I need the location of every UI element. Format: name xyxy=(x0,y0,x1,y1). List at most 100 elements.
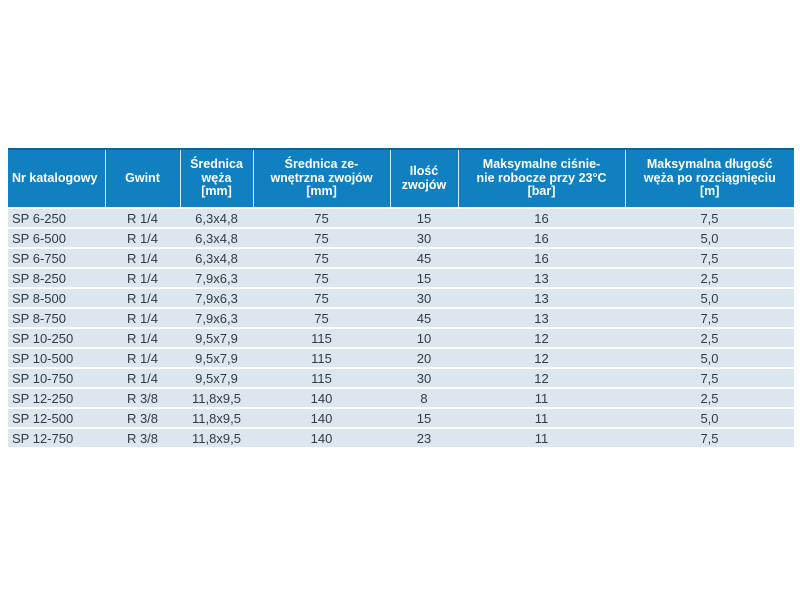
cell-nr-katalogowy: SP 12-500 xyxy=(8,407,105,428)
cell-maksymalne-cisnienie: 12 xyxy=(458,367,625,388)
column-header-srednica-weza: Średnica węża [mm] xyxy=(179,148,253,208)
cell-gwint: R 1/4 xyxy=(105,247,180,268)
cell-gwint: R 3/8 xyxy=(105,407,180,428)
cell-maksymalna-dlugosc: 2,5 xyxy=(625,387,794,408)
cell-nr-katalogowy: SP 6-250 xyxy=(8,207,105,228)
cell-srednica-zewnetrzna-zwojow: 75 xyxy=(253,267,390,288)
cell-maksymalna-dlugosc: 7,5 xyxy=(625,307,794,328)
table-row: SP 10-250 R 1/4 9,5x7,9 115 10 12 2,5 xyxy=(8,327,794,348)
cell-maksymalna-dlugosc: 5,0 xyxy=(625,407,794,428)
cell-gwint: R 1/4 xyxy=(105,267,180,288)
cell-srednica-weza: 11,8x9,5 xyxy=(180,427,253,447)
cell-ilosc-zwojow: 8 xyxy=(390,387,458,408)
cell-srednica-zewnetrzna-zwojow: 75 xyxy=(253,287,390,308)
table-row: SP 12-500 R 3/8 11,8x9,5 140 15 11 5,0 xyxy=(8,407,794,428)
cell-srednica-zewnetrzna-zwojow: 75 xyxy=(253,227,390,248)
cell-nr-katalogowy: SP 8-750 xyxy=(8,307,105,328)
cell-ilosc-zwojow: 20 xyxy=(390,347,458,368)
cell-gwint: R 1/4 xyxy=(105,227,180,248)
cell-maksymalna-dlugosc: 5,0 xyxy=(625,227,794,248)
cell-srednica-weza: 7,9x6,3 xyxy=(180,307,253,328)
table-row: SP 8-500 R 1/4 7,9x6,3 75 30 13 5,0 xyxy=(8,287,794,308)
cell-nr-katalogowy: SP 8-250 xyxy=(8,267,105,288)
cell-gwint: R 1/4 xyxy=(105,347,180,368)
column-header-nr-katalogowy: Nr katalogowy xyxy=(8,148,105,208)
cell-maksymalne-cisnienie: 16 xyxy=(458,227,625,248)
cell-srednica-zewnetrzna-zwojow: 140 xyxy=(253,387,390,408)
cell-srednica-weza: 11,8x9,5 xyxy=(180,387,253,408)
cell-srednica-weza: 6,3x4,8 xyxy=(180,227,253,248)
cell-nr-katalogowy: SP 10-500 xyxy=(8,347,105,368)
cell-srednica-weza: 6,3x4,8 xyxy=(180,207,253,228)
cell-maksymalna-dlugosc: 2,5 xyxy=(625,267,794,288)
cell-ilosc-zwojow: 15 xyxy=(390,407,458,428)
cell-srednica-zewnetrzna-zwojow: 75 xyxy=(253,247,390,268)
table-body: SP 6-250 R 1/4 6,3x4,8 75 15 16 7,5 SP 6-500 R 1… xyxy=(8,207,794,447)
table-row: SP 12-250 R 3/8 11,8x9,5 140 8 11 2,5 xyxy=(8,387,794,408)
cell-ilosc-zwojow: 10 xyxy=(390,327,458,348)
cell-ilosc-zwojow: 15 xyxy=(390,267,458,288)
cell-nr-katalogowy: SP 10-750 xyxy=(8,367,105,388)
cell-maksymalne-cisnienie: 13 xyxy=(458,267,625,288)
cell-maksymalne-cisnienie: 16 xyxy=(458,247,625,268)
cell-maksymalna-dlugosc: 7,5 xyxy=(625,367,794,388)
cell-maksymalne-cisnienie: 12 xyxy=(458,347,625,368)
cell-ilosc-zwojow: 23 xyxy=(390,427,458,447)
cell-srednica-zewnetrzna-zwojow: 115 xyxy=(253,347,390,368)
cell-gwint: R 3/8 xyxy=(105,387,180,408)
cell-nr-katalogowy: SP 6-500 xyxy=(8,227,105,248)
cell-maksymalna-dlugosc: 2,5 xyxy=(625,327,794,348)
cell-srednica-weza: 7,9x6,3 xyxy=(180,267,253,288)
cell-gwint: R 3/8 xyxy=(105,427,180,447)
cell-maksymalne-cisnienie: 13 xyxy=(458,307,625,328)
cell-srednica-weza: 9,5x7,9 xyxy=(180,367,253,388)
column-header-gwint: Gwint xyxy=(104,148,180,208)
cell-srednica-zewnetrzna-zwojow: 140 xyxy=(253,407,390,428)
table-row: SP 10-750 R 1/4 9,5x7,9 115 30 12 7,5 xyxy=(8,367,794,388)
cell-srednica-zewnetrzna-zwojow: 75 xyxy=(253,307,390,328)
cell-gwint: R 1/4 xyxy=(105,207,180,228)
cell-maksymalna-dlugosc: 7,5 xyxy=(625,247,794,268)
cell-maksymalne-cisnienie: 11 xyxy=(458,387,625,408)
cell-ilosc-zwojow: 45 xyxy=(390,247,458,268)
table-row: SP 6-750 R 1/4 6,3x4,8 75 45 16 7,5 xyxy=(8,247,794,268)
cell-maksymalne-cisnienie: 16 xyxy=(458,207,625,228)
cell-nr-katalogowy: SP 10-250 xyxy=(8,327,105,348)
cell-srednica-weza: 7,9x6,3 xyxy=(180,287,253,308)
cell-nr-katalogowy: SP 6-750 xyxy=(8,247,105,268)
cell-maksymalna-dlugosc: 7,5 xyxy=(625,427,794,447)
cell-ilosc-zwojow: 30 xyxy=(390,227,458,248)
table-header: Nr katalogowy Gwint Średnica węża [mm] Ś… xyxy=(8,148,794,208)
cell-srednica-weza: 9,5x7,9 xyxy=(180,347,253,368)
cell-maksymalna-dlugosc: 5,0 xyxy=(625,347,794,368)
hose-spec-table: Nr katalogowy Gwint Średnica węża [mm] Ś… xyxy=(8,148,794,447)
cell-ilosc-zwojow: 30 xyxy=(390,367,458,388)
cell-gwint: R 1/4 xyxy=(105,327,180,348)
cell-nr-katalogowy: SP 8-500 xyxy=(8,287,105,308)
column-header-maksymalne-cisnienie: Maksymalne ciśnie- nie robocze przy 23°C… xyxy=(457,148,625,208)
cell-maksymalna-dlugosc: 7,5 xyxy=(625,207,794,228)
cell-srednica-weza: 11,8x9,5 xyxy=(180,407,253,428)
cell-gwint: R 1/4 xyxy=(105,287,180,308)
cell-gwint: R 1/4 xyxy=(105,307,180,328)
cell-srednica-weza: 6,3x4,8 xyxy=(180,247,253,268)
cell-nr-katalogowy: SP 12-250 xyxy=(8,387,105,408)
table-row: SP 8-250 R 1/4 7,9x6,3 75 15 13 2,5 xyxy=(8,267,794,288)
cell-ilosc-zwojow: 30 xyxy=(390,287,458,308)
spec-table-container: Nr katalogowy Gwint Średnica węża [mm] Ś… xyxy=(8,148,794,447)
cell-srednica-zewnetrzna-zwojow: 115 xyxy=(253,367,390,388)
cell-srednica-zewnetrzna-zwojow: 75 xyxy=(253,207,390,228)
cell-srednica-zewnetrzna-zwojow: 115 xyxy=(253,327,390,348)
table-row: SP 6-250 R 1/4 6,3x4,8 75 15 16 7,5 xyxy=(8,207,794,228)
cell-maksymalne-cisnienie: 12 xyxy=(458,327,625,348)
cell-ilosc-zwojow: 15 xyxy=(390,207,458,228)
table-header-row: Nr katalogowy Gwint Średnica węża [mm] Ś… xyxy=(8,148,794,208)
cell-ilosc-zwojow: 45 xyxy=(390,307,458,328)
column-header-ilosc-zwojow: Ilość zwojów xyxy=(389,148,458,208)
cell-maksymalne-cisnienie: 11 xyxy=(458,407,625,428)
cell-gwint: R 1/4 xyxy=(105,367,180,388)
cell-maksymalne-cisnienie: 11 xyxy=(458,427,625,447)
table-row: SP 10-500 R 1/4 9,5x7,9 115 20 12 5,0 xyxy=(8,347,794,368)
cell-maksymalna-dlugosc: 5,0 xyxy=(625,287,794,308)
